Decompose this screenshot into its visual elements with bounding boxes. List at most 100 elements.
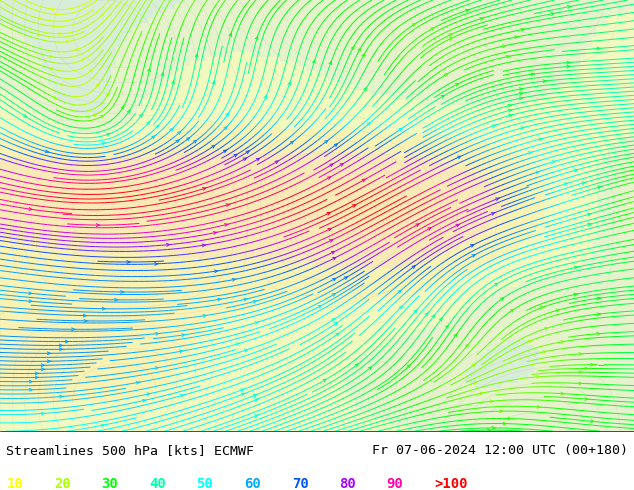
FancyArrowPatch shape — [552, 161, 556, 163]
FancyArrowPatch shape — [449, 34, 452, 36]
FancyArrowPatch shape — [29, 292, 32, 294]
FancyArrowPatch shape — [139, 114, 142, 118]
FancyArrowPatch shape — [232, 278, 236, 281]
FancyArrowPatch shape — [240, 389, 245, 392]
FancyArrowPatch shape — [564, 183, 568, 186]
FancyArrowPatch shape — [67, 41, 70, 43]
FancyArrowPatch shape — [56, 13, 59, 16]
FancyArrowPatch shape — [472, 255, 475, 257]
FancyArrowPatch shape — [37, 33, 41, 36]
FancyArrowPatch shape — [172, 81, 174, 84]
FancyArrowPatch shape — [243, 158, 247, 161]
FancyArrowPatch shape — [96, 83, 100, 86]
FancyArrowPatch shape — [242, 393, 245, 396]
FancyArrowPatch shape — [561, 341, 565, 343]
FancyArrowPatch shape — [503, 422, 507, 425]
FancyArrowPatch shape — [543, 80, 547, 83]
FancyArrowPatch shape — [480, 392, 484, 395]
FancyArrowPatch shape — [449, 38, 452, 40]
FancyArrowPatch shape — [353, 205, 356, 207]
FancyArrowPatch shape — [195, 54, 198, 57]
FancyArrowPatch shape — [358, 49, 360, 51]
FancyArrowPatch shape — [597, 313, 601, 316]
FancyArrowPatch shape — [84, 319, 87, 322]
FancyArrowPatch shape — [507, 55, 510, 58]
Text: 40: 40 — [149, 477, 165, 490]
FancyArrowPatch shape — [490, 400, 494, 403]
FancyArrowPatch shape — [327, 213, 330, 215]
FancyArrowPatch shape — [332, 294, 335, 296]
FancyArrowPatch shape — [567, 5, 571, 8]
FancyArrowPatch shape — [256, 158, 259, 161]
FancyArrowPatch shape — [59, 32, 63, 35]
FancyArrowPatch shape — [333, 257, 336, 260]
FancyArrowPatch shape — [588, 223, 592, 226]
FancyArrowPatch shape — [519, 88, 523, 91]
FancyArrowPatch shape — [264, 96, 266, 99]
FancyArrowPatch shape — [579, 382, 583, 385]
FancyArrowPatch shape — [202, 244, 206, 247]
FancyArrowPatch shape — [155, 263, 158, 265]
FancyArrowPatch shape — [344, 277, 347, 279]
FancyArrowPatch shape — [255, 321, 259, 324]
FancyArrowPatch shape — [491, 213, 495, 215]
FancyArrowPatch shape — [253, 300, 257, 303]
FancyArrowPatch shape — [398, 291, 401, 294]
FancyArrowPatch shape — [89, 70, 93, 73]
FancyArrowPatch shape — [54, 97, 57, 99]
FancyArrowPatch shape — [567, 65, 571, 68]
FancyArrowPatch shape — [328, 228, 331, 231]
FancyArrowPatch shape — [120, 291, 124, 294]
FancyArrowPatch shape — [496, 198, 500, 200]
FancyArrowPatch shape — [367, 122, 370, 125]
Text: Streamlines 500 hPa [kts] ECMWF: Streamlines 500 hPa [kts] ECMWF — [6, 444, 254, 457]
FancyArrowPatch shape — [23, 115, 27, 117]
FancyArrowPatch shape — [36, 376, 39, 379]
FancyArrowPatch shape — [588, 213, 592, 216]
FancyArrowPatch shape — [127, 261, 131, 264]
FancyArrowPatch shape — [115, 298, 118, 301]
FancyArrowPatch shape — [60, 344, 63, 347]
FancyArrowPatch shape — [355, 364, 358, 367]
FancyArrowPatch shape — [178, 132, 181, 134]
FancyArrowPatch shape — [351, 47, 354, 49]
FancyArrowPatch shape — [318, 305, 321, 308]
FancyArrowPatch shape — [503, 45, 507, 48]
Text: 20: 20 — [54, 477, 70, 490]
FancyArrowPatch shape — [439, 318, 442, 321]
FancyArrowPatch shape — [519, 92, 523, 95]
Text: 50: 50 — [197, 477, 213, 490]
FancyArrowPatch shape — [167, 244, 171, 246]
FancyArrowPatch shape — [65, 340, 69, 343]
FancyArrowPatch shape — [579, 353, 583, 355]
FancyArrowPatch shape — [107, 133, 111, 136]
FancyArrowPatch shape — [332, 319, 335, 321]
FancyArrowPatch shape — [510, 309, 514, 312]
FancyArrowPatch shape — [362, 179, 365, 182]
FancyArrowPatch shape — [465, 9, 470, 12]
FancyArrowPatch shape — [407, 365, 410, 368]
Text: 70: 70 — [292, 477, 308, 490]
FancyArrowPatch shape — [255, 415, 259, 417]
FancyArrowPatch shape — [574, 294, 578, 296]
FancyArrowPatch shape — [136, 381, 140, 384]
FancyArrowPatch shape — [323, 379, 326, 382]
FancyArrowPatch shape — [146, 122, 150, 125]
FancyArrowPatch shape — [598, 186, 602, 189]
FancyArrowPatch shape — [224, 127, 227, 130]
FancyArrowPatch shape — [45, 150, 49, 153]
FancyArrowPatch shape — [521, 127, 525, 129]
FancyArrowPatch shape — [29, 389, 33, 391]
FancyArrowPatch shape — [161, 73, 164, 76]
FancyArrowPatch shape — [176, 140, 179, 143]
FancyArrowPatch shape — [217, 298, 221, 301]
FancyArrowPatch shape — [488, 429, 491, 432]
FancyArrowPatch shape — [229, 33, 231, 36]
FancyArrowPatch shape — [425, 313, 428, 316]
FancyArrowPatch shape — [245, 349, 249, 352]
Text: Fr 07-06-2024 12:00 UTC (00+180): Fr 07-06-2024 12:00 UTC (00+180) — [372, 444, 628, 457]
Text: 10: 10 — [6, 477, 23, 490]
FancyArrowPatch shape — [53, 8, 56, 11]
FancyArrowPatch shape — [536, 375, 540, 378]
FancyArrowPatch shape — [551, 13, 555, 15]
